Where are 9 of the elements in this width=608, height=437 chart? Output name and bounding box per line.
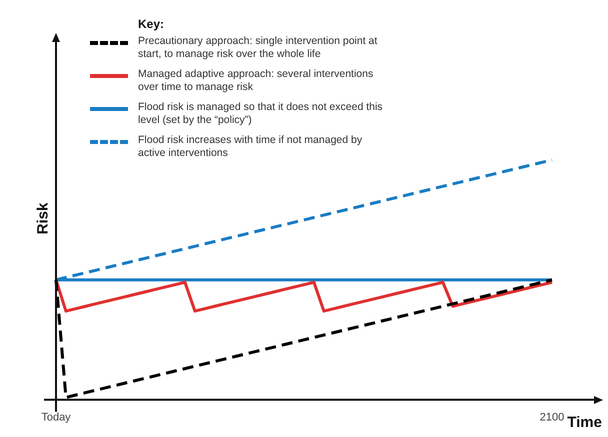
legend-title: Key:	[138, 17, 166, 31]
legend-label: Flood risk increases with time if not managed by active interventions	[138, 134, 364, 160]
legend-label: Flood risk is managed so that it does not exceed this level (set by the “policy”)	[138, 101, 384, 127]
legend-label: Precautionary approach: single intervention point at start, to manage risk over the whole life	[138, 35, 378, 61]
x-tick-label: Today	[41, 411, 72, 424]
y-axis-title: Risk	[34, 202, 52, 234]
legend-label: Managed adaptive approach: several interventions over time to manage risk	[138, 68, 374, 94]
x-axis-title: Time	[567, 414, 602, 431]
x-tick-label: 2100	[540, 411, 564, 424]
